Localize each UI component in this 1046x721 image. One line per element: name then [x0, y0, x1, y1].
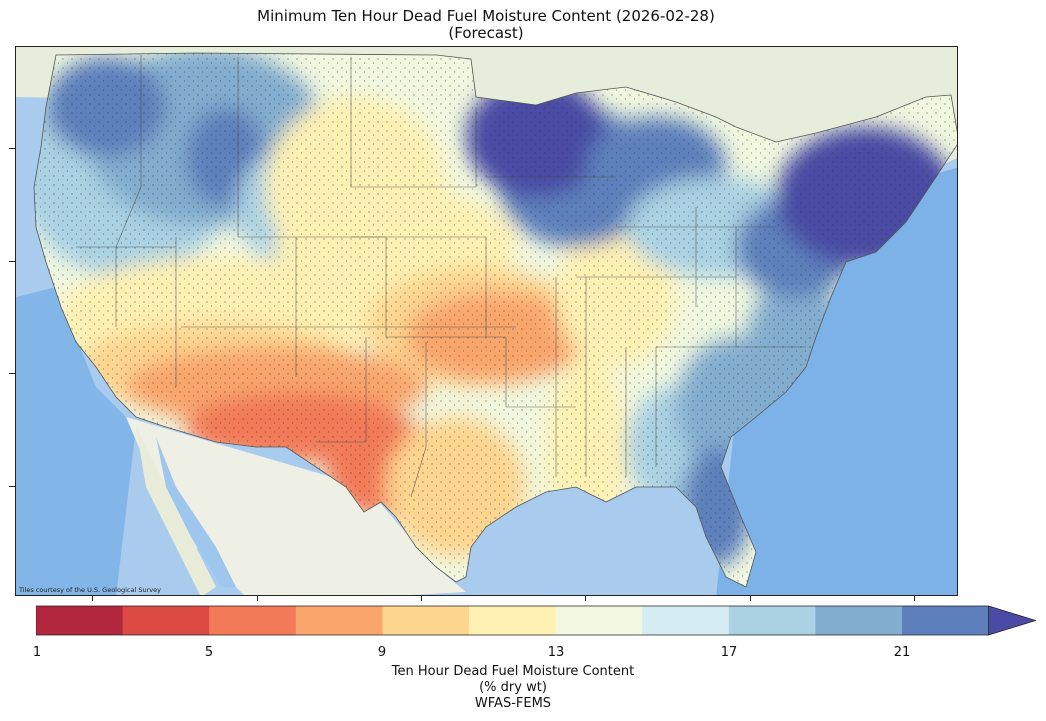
colorbar-label: Ten Hour Dead Fuel Moisture Content — [391, 664, 635, 679]
colorbar — [36, 605, 1036, 636]
moisture-field — [34, 53, 957, 587]
baja-land — [136, 427, 216, 595]
x-axis-tick — [914, 596, 915, 601]
x-axis-tick — [257, 596, 258, 601]
colorbar-tick-label: 21 — [893, 645, 911, 660]
y-axis-tick — [9, 373, 15, 374]
chart-title: Minimum Ten Hour Dead Fuel Moisture Cont… — [257, 7, 715, 25]
gulf-of-california — [156, 437, 236, 587]
colorbar-tick-label: 17 — [720, 645, 738, 660]
colorbar-segment — [902, 606, 990, 635]
map-panel[interactable] — [15, 46, 958, 596]
x-axis-tick — [585, 596, 586, 601]
y-axis-tick — [9, 148, 15, 149]
colorbar-segment — [209, 606, 297, 635]
colorbar-segment — [555, 606, 643, 635]
colorbar-extend-arrow — [988, 605, 1036, 636]
state-borders — [76, 55, 806, 498]
colorbar-segment — [469, 606, 557, 635]
map-attribution: Tiles courtesy of the U.S. Geological Su… — [19, 586, 161, 594]
colorbar-segment — [642, 606, 730, 635]
colorbar-segment — [815, 606, 903, 635]
colorbar-segment — [36, 606, 124, 635]
colorbar-units: (% dry wt) — [479, 680, 547, 695]
x-axis-tick — [750, 596, 751, 601]
colorbar-segment — [122, 606, 210, 635]
map-canvas — [16, 47, 957, 595]
colorbar-segment — [295, 606, 383, 635]
colorbar-outline — [36, 605, 989, 636]
colorbar-tick-label: 5 — [204, 645, 214, 660]
colorbar-segment — [382, 606, 470, 635]
x-axis-tick — [92, 596, 93, 601]
colorbar-tick-label: 9 — [377, 645, 387, 660]
colorbar-segment — [728, 606, 816, 635]
y-axis-tick — [9, 261, 15, 262]
x-axis-tick — [421, 596, 422, 601]
colorbar-source: WFAS-FEMS — [474, 696, 552, 711]
chart-subtitle: (Forecast) — [448, 24, 524, 42]
us-outline — [33, 52, 957, 588]
colorbar-tick-label: 1 — [32, 645, 42, 660]
y-axis-tick — [9, 486, 15, 487]
colorbar-tick-label: 13 — [547, 645, 565, 660]
ocean-pacific-shade — [16, 287, 136, 595]
